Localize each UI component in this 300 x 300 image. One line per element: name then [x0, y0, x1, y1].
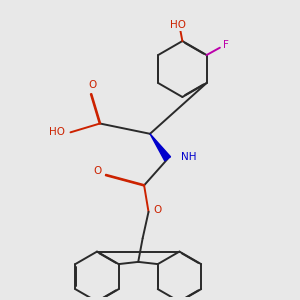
Text: HO: HO: [49, 127, 65, 137]
Text: NH: NH: [181, 152, 197, 162]
Text: H: H: [52, 126, 60, 136]
Text: O: O: [88, 80, 97, 90]
Text: O: O: [93, 166, 101, 176]
Text: F: F: [223, 40, 229, 50]
Text: HO: HO: [170, 20, 186, 30]
Text: O: O: [154, 206, 162, 215]
Polygon shape: [150, 134, 171, 161]
